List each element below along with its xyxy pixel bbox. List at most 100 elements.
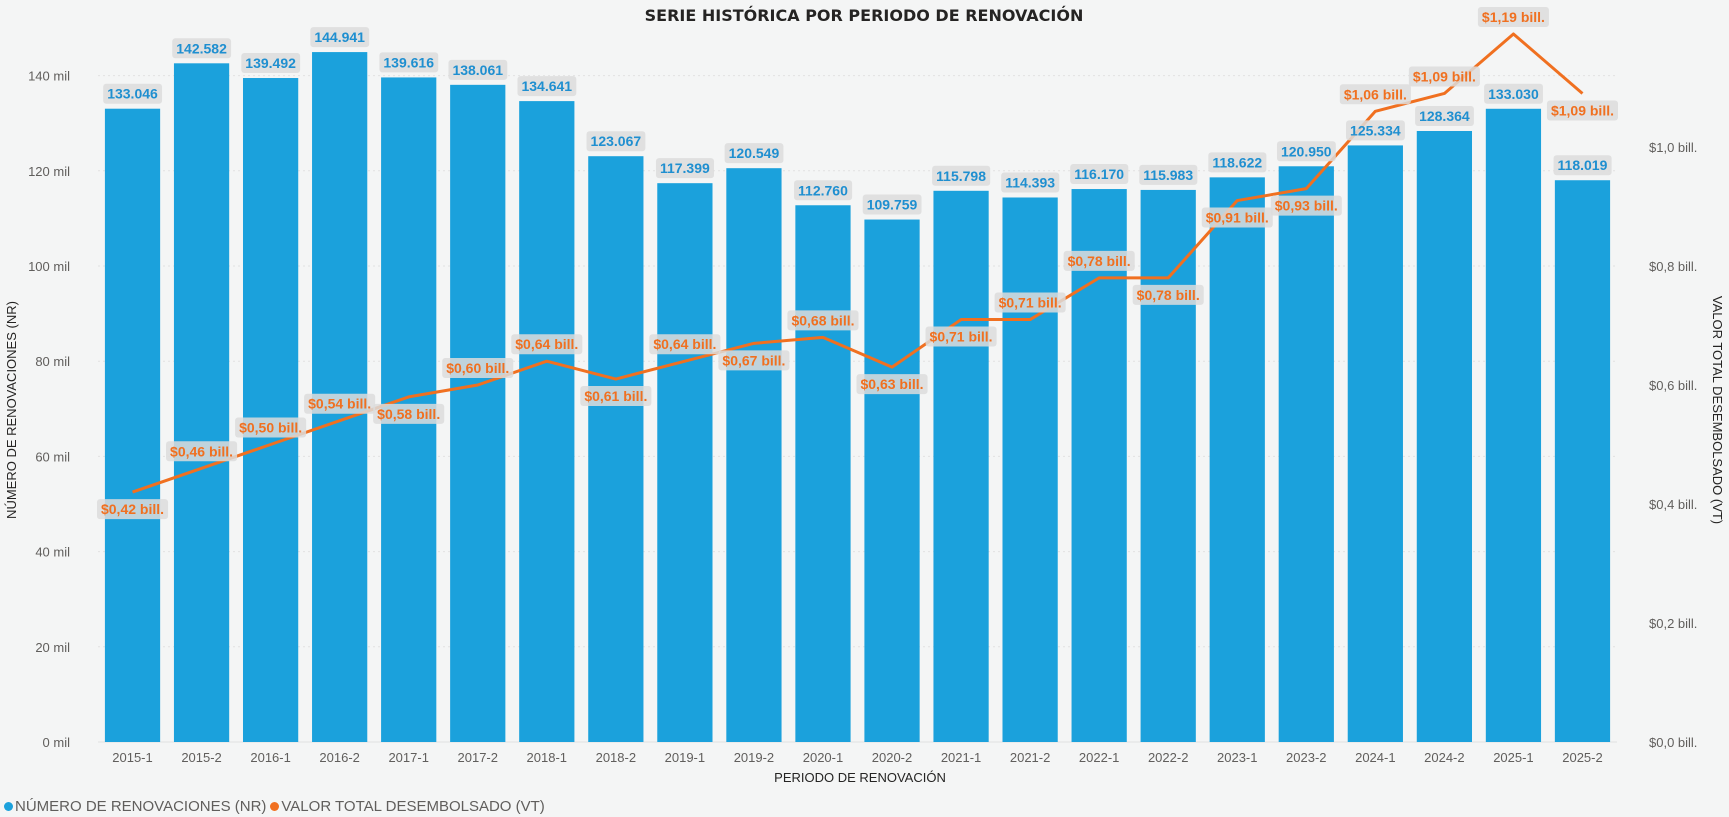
line-label-2025-2: $1,09 bill. [1546, 100, 1619, 121]
bar-label-2020-2: 109.759 [862, 194, 922, 215]
bar-label-2018-2-bg [586, 131, 646, 152]
bar-label-2017-1: 139.616 [379, 52, 439, 73]
bar-2019-2[interactable] [726, 168, 782, 742]
line-label-2016-1: $0,50 bill. [235, 417, 307, 438]
bar-2020-2[interactable] [864, 219, 920, 742]
bar-label-2023-2-bg [1276, 141, 1336, 162]
bar-label-2015-1-text: 133.046 [107, 86, 158, 102]
bar-2018-1[interactable] [519, 101, 575, 743]
bar-label-2023-2-text: 120.950 [1281, 143, 1332, 159]
bar-label-2022-2-text: 115.983 [1143, 167, 1193, 183]
bar-2019-1[interactable] [657, 183, 713, 742]
x-tick-label: 2025-1 [1493, 750, 1533, 765]
x-tick-label: 2022-1 [1079, 750, 1119, 765]
line-label-2016-2-text: $0,54 bill. [308, 396, 371, 412]
bar-2015-2[interactable] [173, 63, 230, 742]
y-tick-label: 120 mil [28, 164, 70, 179]
line-label-2023-2-bg [1270, 195, 1342, 216]
bar-label-2016-1-text: 139.492 [245, 55, 296, 71]
bar-label-2024-1-text: 125.334 [1350, 122, 1401, 138]
line-label-2017-1: $0,58 bill. [373, 403, 445, 424]
bar-2022-2[interactable] [1140, 189, 1196, 743]
bar-2023-2[interactable] [1278, 166, 1334, 742]
line-label-2021-2-text: $0,71 bill. [999, 295, 1062, 311]
line-label-2022-1: $0,78 bill. [1063, 250, 1135, 271]
bar-2022-1[interactable] [1071, 189, 1127, 742]
bar-2021-2[interactable] [1002, 197, 1058, 742]
x-tick-label: 2015-1 [112, 750, 152, 765]
line-label-2019-1: $0,64 bill. [649, 334, 721, 355]
line-label-2023-1-text: $0,91 bill. [1206, 210, 1269, 226]
line-label-2025-2-bg [1546, 100, 1619, 121]
bar-label-2016-1-bg [241, 53, 301, 74]
bar-label-2024-2: 128.364 [1415, 105, 1474, 126]
line-label-2018-1-text: $0,64 bill. [515, 336, 578, 352]
line-label-2021-2-bg [994, 292, 1066, 313]
line-label-2021-1: $0,71 bill. [925, 326, 997, 347]
bar-2025-2[interactable] [1554, 180, 1611, 742]
bar-label-2024-2-text: 128.364 [1419, 108, 1470, 124]
bar-label-2023-1: 118.622 [1208, 152, 1267, 173]
line-label-2017-2-text: $0,60 bill. [446, 360, 509, 376]
bar-2020-1[interactable] [795, 205, 851, 743]
line-label-2015-1-bg [96, 499, 169, 520]
bar-label-2021-1: 115.798 [932, 165, 991, 186]
bar-label-2020-1-bg [794, 180, 853, 201]
bar-label-2022-2-bg [1139, 164, 1198, 185]
line-label-2019-2-text: $0,67 bill. [722, 352, 785, 368]
legend-item-nr[interactable]: NÚMERO DE RENOVACIONES (NR) [4, 798, 266, 815]
line-label-2022-2-text: $0,78 bill. [1137, 287, 1200, 303]
bar-label-2019-1-text: 117.399 [660, 160, 710, 176]
bar-2017-2[interactable] [450, 84, 506, 742]
line-label-2020-2-text: $0,63 bill. [860, 376, 923, 392]
bar-2024-2[interactable] [1416, 130, 1473, 742]
bar-label-2020-2-text: 109.759 [867, 197, 918, 213]
bar-label-2021-1-text: 115.798 [936, 168, 986, 184]
x-tick-label: 2018-2 [596, 750, 636, 765]
line-label-2024-2-text: $1,09 bill. [1413, 68, 1476, 84]
line-label-2017-2-bg [442, 358, 514, 378]
legend-item-vt[interactable]: VALOR TOTAL DESEMBOLSADO (VT) [270, 798, 545, 815]
bar-2023-1[interactable] [1209, 177, 1265, 743]
line-label-2015-1: $0,42 bill. [96, 499, 169, 520]
chart-title: SERIE HISTÓRICA POR PERIODO DE RENOVACIÓ… [645, 6, 1084, 25]
line-label-2023-2: $0,93 bill. [1270, 195, 1342, 216]
bar-label-2024-1: 125.334 [1346, 120, 1405, 141]
bar-label-2019-2-text: 120.549 [729, 145, 780, 161]
bar-label-2022-1-text: 116.170 [1074, 166, 1124, 182]
x-tick-label: 2019-1 [665, 750, 705, 765]
line-label-2017-2: $0,60 bill. [442, 358, 514, 378]
x-axis-title: PERIODO DE RENOVACIÓN [774, 770, 946, 785]
legend-dot-vt [270, 801, 280, 811]
bar-label-2018-2: 123.067 [586, 131, 646, 152]
bar-2025-1[interactable] [1485, 108, 1542, 742]
line-label-2018-2-bg [580, 386, 652, 407]
line-label-2020-1: $0,68 bill. [787, 310, 859, 331]
y-tick-label: 140 mil [28, 69, 70, 84]
bar-2016-1[interactable] [242, 78, 299, 743]
x-tick-label: 2019-2 [734, 750, 774, 765]
bar-2024-1[interactable] [1347, 145, 1403, 742]
y-axis-title: NÚMERO DE RENOVACIONES (NR) [4, 301, 19, 519]
x-tick-label: 2016-1 [250, 750, 290, 765]
y-axis-left: 0 mil 20 mil 40 mil 60 mil 80 mil 100 mil 120 … [28, 69, 70, 750]
bar-label-2015-2: 142.582 [172, 38, 232, 59]
line-label-2019-1-text: $0,64 bill. [653, 336, 716, 352]
bar-label-2025-2: 118.019 [1553, 155, 1612, 176]
bar-label-2025-1-text: 133.030 [1488, 86, 1539, 102]
bar-2015-1[interactable] [104, 108, 161, 742]
line-label-2018-1-bg [511, 334, 583, 355]
line-label-2015-2-bg [166, 441, 238, 462]
bar-label-2017-2-bg [448, 59, 508, 80]
bar-label-2016-2-bg [310, 27, 370, 48]
bar-label-2025-2-bg [1553, 155, 1612, 176]
y-tick-label: 20 mil [35, 640, 70, 655]
line-label-2024-1-text: $1,06 bill. [1344, 86, 1407, 102]
line-label-2019-2: $0,67 bill. [718, 350, 790, 371]
bar-2018-2[interactable] [588, 156, 644, 743]
line-label-2018-1: $0,64 bill. [511, 334, 583, 355]
y2-tick-label: $0,8 bill. [1649, 259, 1697, 274]
x-axis: 2015-1 2015-2 2016-1 2016-2 2017-1 2017-2 2018… [112, 750, 1602, 765]
bar-label-2025-2-text: 118.019 [1558, 157, 1608, 173]
bar-2021-1[interactable] [933, 190, 989, 742]
